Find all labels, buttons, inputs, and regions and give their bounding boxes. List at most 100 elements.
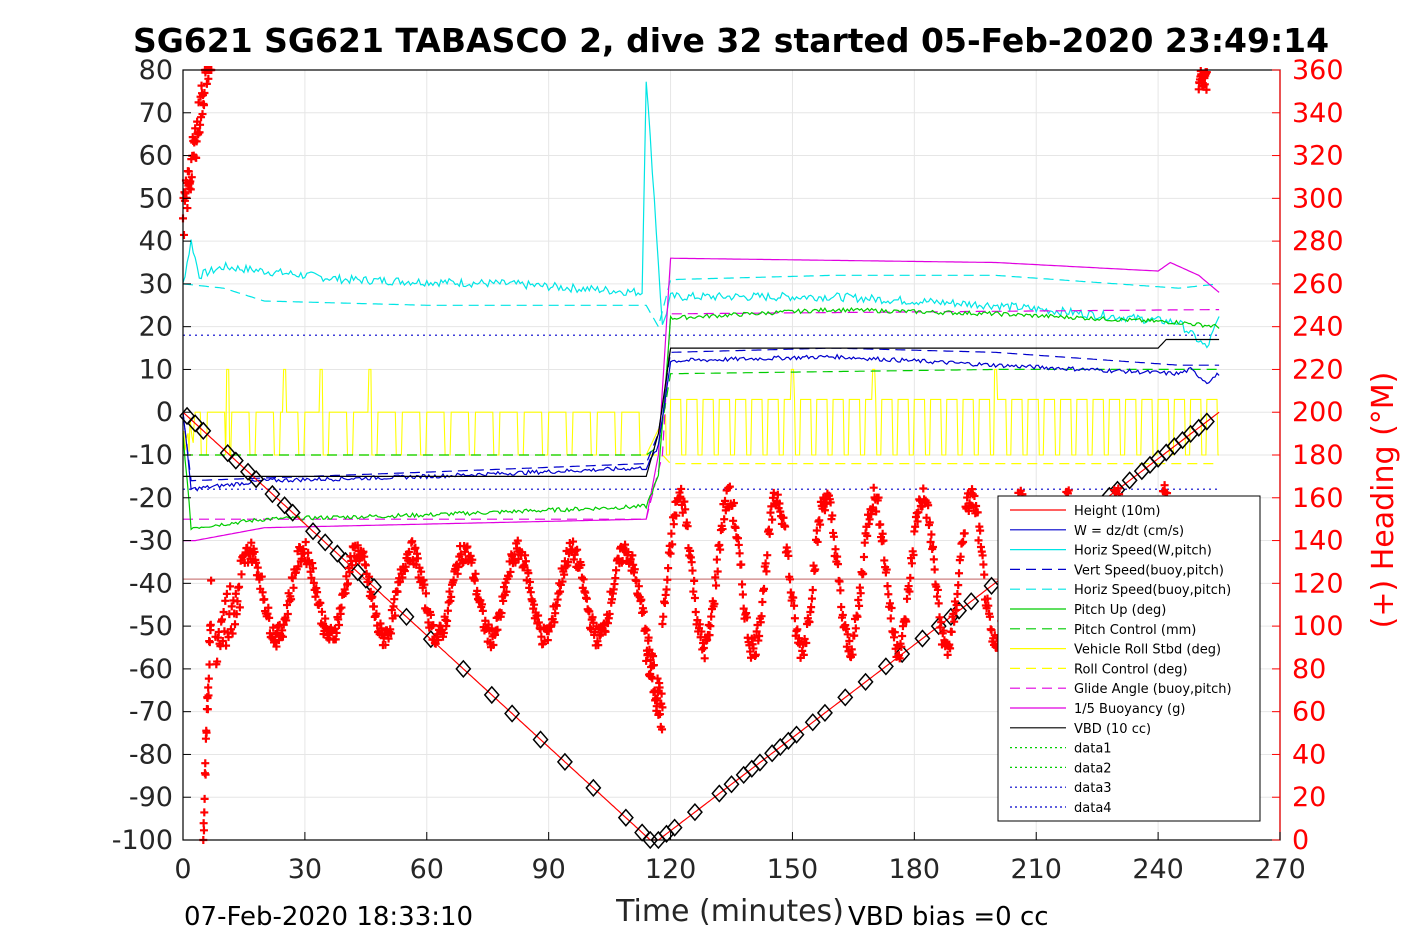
heading-marker [199, 101, 208, 110]
heading-marker [959, 537, 968, 546]
heading-marker [688, 566, 697, 575]
series-vert-speed-buoy [182, 347, 1220, 482]
heading-marker [929, 555, 938, 564]
heading-marker [468, 555, 477, 564]
heading-marker [526, 588, 535, 597]
heading-marker [790, 614, 799, 623]
depth-marker [585, 778, 602, 798]
heading-marker [953, 590, 962, 599]
heading-marker [449, 576, 458, 585]
heading-marker [666, 549, 675, 558]
heading-marker [742, 613, 751, 622]
heading-marker [713, 567, 722, 576]
heading-marker [202, 728, 211, 737]
heading-marker [630, 565, 639, 574]
heading-marker [734, 534, 743, 543]
heading-marker [919, 484, 928, 493]
depth-marker [1198, 412, 1215, 431]
plot-area [179, 66, 1220, 850]
heading-marker [551, 609, 560, 618]
heading-marker [183, 204, 192, 213]
depth-marker [398, 607, 415, 626]
heading-marker [585, 607, 594, 616]
y2-tick-label: 260 [1292, 269, 1344, 300]
heading-marker [695, 620, 704, 629]
heading-marker [676, 492, 685, 501]
heading-marker [831, 545, 840, 554]
heading-marker [878, 529, 887, 538]
heading-marker [833, 560, 842, 569]
heading-marker [222, 641, 231, 650]
heading-marker [711, 573, 720, 582]
heading-marker [556, 587, 565, 596]
heading-marker [272, 642, 281, 651]
heading-marker [611, 574, 620, 583]
series-horiz-speed-buoy [182, 274, 1220, 329]
depth-marker [788, 725, 805, 744]
depth-marker [195, 421, 212, 440]
heading-marker [420, 580, 429, 589]
heading-marker [883, 582, 892, 591]
heading-marker [786, 575, 795, 584]
heading-marker [232, 610, 241, 619]
x-tick-label: 60 [410, 854, 444, 885]
heading-marker [294, 562, 303, 571]
heading-marker [594, 641, 603, 650]
heading-marker [927, 530, 936, 539]
chart-title: SG621 SG621 TABASCO 2, dive 32 started 0… [133, 21, 1329, 60]
heading-marker [930, 565, 939, 574]
heading-marker [757, 612, 766, 621]
y2-tick-label: 240 [1292, 312, 1344, 343]
y2-tick-label: 340 [1292, 98, 1344, 129]
heading-marker [499, 596, 508, 605]
heading-marker [739, 604, 748, 613]
heading-marker [621, 540, 630, 549]
y2-tick-label: 160 [1292, 483, 1344, 514]
depth-marker [556, 752, 573, 772]
heading-marker [264, 603, 273, 612]
heading-marker [289, 583, 298, 592]
heading-marker [228, 629, 237, 638]
heading-marker [569, 537, 578, 546]
heading-marker [1160, 481, 1169, 490]
y2-tick-label: 0 [1292, 825, 1309, 856]
heading-marker [855, 601, 864, 610]
heading-marker [283, 601, 292, 610]
heading-marker [550, 618, 559, 627]
heading-marker [439, 628, 448, 637]
heading-marker [337, 603, 346, 612]
y2-tick-label: 280 [1292, 226, 1344, 257]
heading-marker [506, 567, 515, 576]
heading-marker [924, 501, 933, 510]
x-tick-label: 180 [889, 854, 941, 885]
heading-marker [691, 607, 700, 616]
heading-marker [760, 584, 769, 593]
legend-label: Pitch Up (deg) [1074, 603, 1166, 618]
x-axis-label: Time (minutes) [615, 894, 844, 929]
heading-marker [935, 613, 944, 622]
heading-marker [204, 691, 213, 700]
heading-marker [865, 515, 874, 524]
heading-marker [460, 547, 469, 556]
heading-marker [187, 173, 196, 182]
heading-marker [401, 562, 410, 571]
heading-marker [309, 564, 318, 573]
heading-marker [342, 572, 351, 581]
heading-marker [980, 570, 989, 579]
y-tick-label: 10 [139, 354, 173, 385]
heading-marker [974, 536, 983, 545]
heading-marker [470, 576, 479, 585]
heading-marker [718, 525, 727, 534]
heading-marker [434, 635, 443, 644]
heading-marker [564, 558, 573, 567]
y-tick-label: -10 [129, 440, 173, 471]
legend-label: data3 [1074, 781, 1112, 796]
heading-marker [201, 759, 210, 768]
depth-marker [804, 713, 821, 732]
heading-marker [751, 650, 760, 659]
heading-marker [914, 508, 923, 517]
heading-marker [639, 607, 648, 616]
heading-marker [1199, 81, 1208, 90]
heading-marker [313, 588, 322, 597]
heading-marker [426, 610, 435, 619]
